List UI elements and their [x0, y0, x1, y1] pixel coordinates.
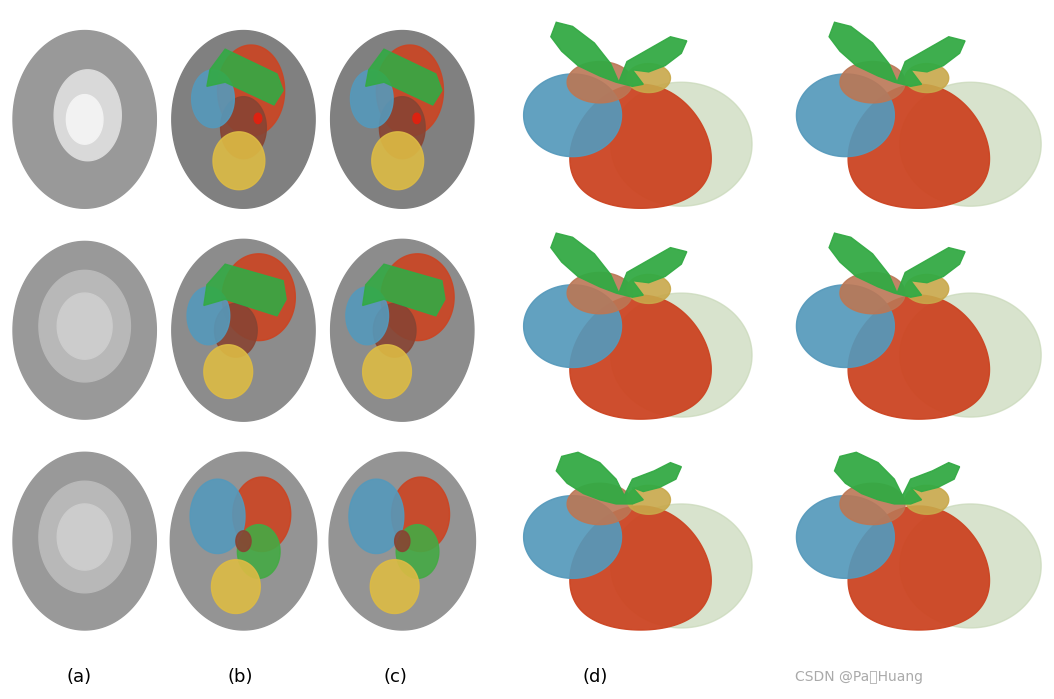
- Polygon shape: [829, 233, 965, 297]
- Polygon shape: [172, 239, 315, 421]
- Text: (d): (d): [583, 668, 608, 686]
- Polygon shape: [187, 287, 230, 345]
- Polygon shape: [57, 504, 112, 570]
- Polygon shape: [346, 287, 389, 345]
- Polygon shape: [524, 284, 622, 368]
- Polygon shape: [524, 496, 622, 578]
- Polygon shape: [380, 254, 454, 340]
- Text: (b): (b): [228, 668, 253, 686]
- Polygon shape: [567, 62, 632, 103]
- Polygon shape: [900, 504, 1041, 628]
- Polygon shape: [349, 479, 404, 554]
- Polygon shape: [370, 560, 419, 614]
- Polygon shape: [840, 62, 905, 103]
- Polygon shape: [331, 239, 474, 421]
- Polygon shape: [13, 241, 156, 419]
- Polygon shape: [392, 477, 450, 552]
- Polygon shape: [203, 345, 253, 398]
- Polygon shape: [363, 264, 445, 316]
- Polygon shape: [900, 82, 1041, 206]
- Polygon shape: [627, 64, 670, 92]
- Polygon shape: [835, 452, 959, 504]
- Polygon shape: [610, 293, 753, 417]
- Polygon shape: [171, 452, 316, 630]
- Polygon shape: [797, 496, 895, 578]
- Polygon shape: [376, 45, 444, 136]
- Polygon shape: [557, 452, 681, 504]
- Polygon shape: [212, 560, 260, 614]
- Polygon shape: [905, 485, 949, 514]
- Polygon shape: [217, 45, 285, 136]
- Text: (a): (a): [66, 668, 92, 686]
- Polygon shape: [627, 485, 670, 514]
- Polygon shape: [413, 113, 421, 124]
- Polygon shape: [848, 506, 990, 630]
- Polygon shape: [215, 303, 257, 357]
- Polygon shape: [905, 64, 949, 92]
- Polygon shape: [905, 275, 949, 303]
- Polygon shape: [363, 345, 411, 398]
- Polygon shape: [840, 483, 905, 525]
- Polygon shape: [394, 531, 410, 552]
- Text: CSDN @Pa海Huang: CSDN @Pa海Huang: [795, 670, 923, 684]
- Polygon shape: [254, 113, 261, 124]
- Polygon shape: [192, 70, 234, 128]
- Polygon shape: [213, 132, 265, 189]
- Polygon shape: [54, 70, 121, 161]
- Polygon shape: [551, 233, 687, 297]
- Polygon shape: [39, 481, 131, 593]
- Polygon shape: [57, 293, 112, 359]
- Polygon shape: [570, 506, 711, 630]
- Polygon shape: [840, 273, 905, 314]
- Polygon shape: [610, 82, 753, 206]
- Polygon shape: [848, 85, 990, 208]
- Polygon shape: [610, 504, 753, 628]
- Polygon shape: [39, 271, 131, 382]
- Polygon shape: [524, 74, 622, 157]
- Polygon shape: [551, 22, 687, 87]
- Polygon shape: [222, 254, 295, 340]
- Polygon shape: [627, 275, 670, 303]
- Polygon shape: [220, 96, 267, 159]
- Polygon shape: [13, 31, 156, 208]
- Polygon shape: [172, 31, 315, 208]
- Polygon shape: [66, 94, 103, 144]
- Polygon shape: [797, 284, 895, 368]
- Polygon shape: [372, 132, 424, 189]
- Polygon shape: [329, 452, 475, 630]
- Polygon shape: [373, 303, 416, 357]
- Polygon shape: [570, 85, 711, 208]
- Polygon shape: [203, 264, 287, 316]
- Polygon shape: [237, 525, 280, 578]
- Polygon shape: [13, 452, 156, 630]
- Polygon shape: [797, 74, 895, 157]
- Polygon shape: [567, 483, 632, 525]
- Polygon shape: [848, 295, 990, 419]
- Polygon shape: [233, 477, 291, 552]
- Polygon shape: [829, 22, 965, 87]
- Polygon shape: [570, 295, 711, 419]
- Polygon shape: [236, 531, 251, 552]
- Polygon shape: [396, 525, 438, 578]
- Polygon shape: [567, 273, 632, 314]
- Polygon shape: [350, 70, 393, 128]
- Polygon shape: [190, 479, 245, 554]
- Polygon shape: [900, 293, 1041, 417]
- Text: (c): (c): [384, 668, 407, 686]
- Polygon shape: [331, 31, 474, 208]
- Polygon shape: [366, 49, 442, 105]
- Polygon shape: [379, 96, 425, 159]
- Polygon shape: [207, 49, 284, 105]
